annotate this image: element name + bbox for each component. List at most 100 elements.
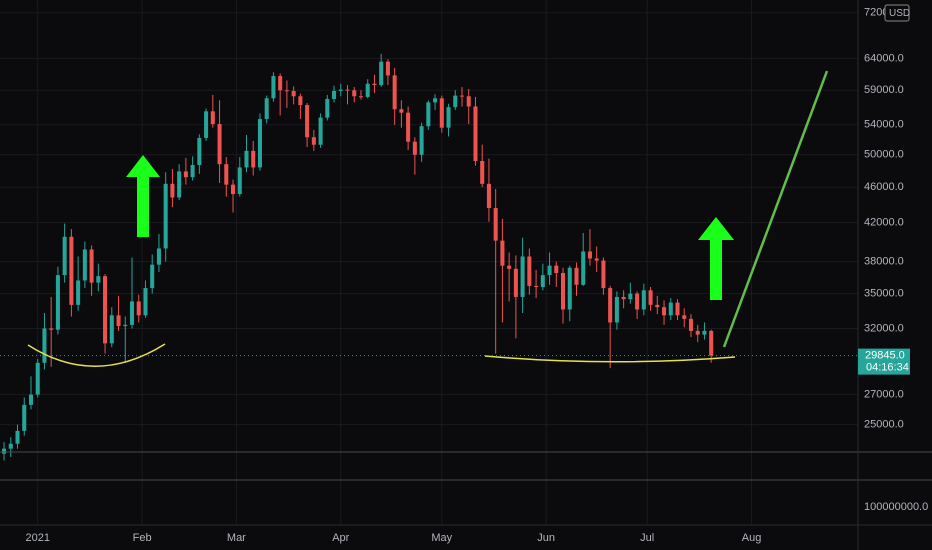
candle-body [372, 83, 377, 86]
x-tick-label: Mar [227, 532, 246, 544]
candle-body [76, 280, 81, 305]
candle-body [224, 164, 229, 185]
y-tick-label: 54000.0 [864, 119, 904, 131]
candle-body [702, 330, 707, 335]
candle-body [217, 124, 222, 165]
candle-body [412, 141, 417, 155]
candle-body [695, 330, 700, 335]
candle-body [507, 265, 512, 269]
candle-body [89, 249, 94, 283]
candle-body [143, 288, 148, 316]
arrow-right [698, 217, 734, 300]
candle-body [493, 208, 498, 241]
x-tick-label: Jun [537, 532, 555, 544]
candle-body [601, 260, 606, 289]
candle-body [614, 296, 619, 323]
candle-body [257, 119, 262, 168]
candle-body [22, 404, 27, 431]
axes: 25000.0 27000.0 32000.0 35000.0 38000.0 42000… [25, 7, 903, 544]
candle-body [49, 328, 54, 330]
candle-body [190, 164, 195, 178]
candle-body [621, 296, 626, 300]
candle-body [28, 394, 33, 405]
y-tick-label: 42000.0 [864, 217, 904, 229]
candle-body [392, 75, 397, 110]
candle-body [264, 98, 269, 120]
candle-body [298, 96, 303, 106]
candle-body [156, 248, 161, 265]
candle-body [150, 264, 155, 289]
candle-body [332, 90, 337, 99]
candle-body [480, 161, 485, 184]
candle-body [581, 251, 586, 285]
candle-body [446, 107, 451, 128]
candle-body [426, 102, 431, 127]
candle-body [365, 83, 370, 97]
candle-body [15, 430, 20, 444]
candle-body [136, 301, 141, 316]
candle-body [325, 98, 330, 118]
candle-body [311, 137, 316, 145]
currency-badge[interactable] [884, 4, 910, 22]
currency[interactable]: USD [889, 8, 910, 19]
trend-line [722, 70, 829, 348]
candle-body [55, 275, 60, 330]
candle-body [35, 362, 40, 395]
candle-body [358, 96, 363, 98]
y-tick-label: 59000.0 [864, 84, 904, 96]
y-tick-label: 38000.0 [864, 255, 904, 267]
candle-body [2, 448, 7, 454]
candles [2, 53, 714, 461]
candle-body [668, 302, 673, 316]
candle-body [406, 112, 411, 142]
support-curve-left [27, 343, 166, 367]
candle-body [82, 249, 87, 281]
candle-body [587, 251, 592, 259]
x-tick-label: Feb [133, 532, 152, 544]
y-tick-label: 35000.0 [864, 287, 904, 299]
candle-body [352, 90, 357, 97]
candle-body [379, 61, 384, 86]
candle-body [163, 183, 168, 249]
y-tick-label: 25000.0 [864, 418, 904, 430]
candle-body [594, 258, 599, 261]
last-price-label: 29845.0 [865, 350, 905, 362]
candle-body [399, 109, 404, 113]
candle-body [284, 90, 289, 92]
candle-body [237, 167, 242, 195]
candle-body [628, 293, 633, 300]
candle-body [197, 137, 202, 165]
candle-body [608, 288, 613, 323]
candle-body [129, 301, 135, 325]
candle-body [96, 276, 101, 283]
candle-body [170, 183, 175, 198]
candle-body [345, 89, 350, 91]
candle-body [682, 315, 687, 319]
candle-body [69, 236, 74, 305]
arrow-left [126, 155, 160, 237]
candle-body [385, 61, 390, 76]
candle-body [554, 265, 559, 274]
candle-body [540, 275, 545, 287]
y-tick-label: 72000.0 [864, 7, 904, 19]
candle-body [278, 76, 283, 91]
y-tick-label: 50000.0 [864, 149, 904, 161]
candle-body [641, 290, 646, 310]
candle-body [8, 443, 13, 449]
y-tick-label: 64000.0 [864, 53, 904, 65]
candle-body [177, 171, 182, 198]
candle-body [251, 150, 256, 168]
candle-body [561, 273, 566, 310]
candle-body [547, 265, 552, 276]
candle-body [204, 111, 209, 138]
candle-body [520, 256, 525, 297]
candle-body [338, 89, 343, 91]
candle-body [527, 256, 532, 286]
y-tick-label: 32000.0 [864, 322, 904, 334]
candle-body [433, 98, 438, 103]
candle-body [567, 267, 572, 310]
candle-body [688, 318, 693, 331]
candle-body [675, 302, 680, 316]
